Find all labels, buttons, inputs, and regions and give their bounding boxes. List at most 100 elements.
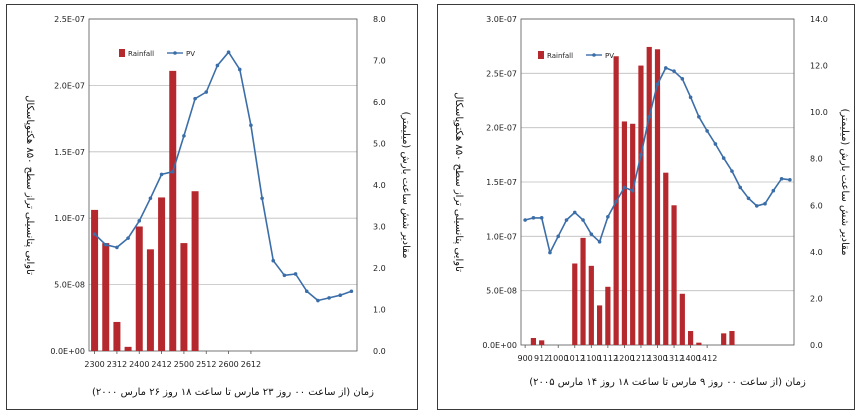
x-tick-label: 1300 (647, 354, 667, 363)
y-right-tick-label: 12.0 (810, 62, 828, 71)
pv-point (226, 50, 231, 54)
pv-point (249, 123, 253, 128)
rainfall-bar (191, 191, 199, 351)
rainfall-bar (588, 265, 594, 345)
pv-point (338, 293, 343, 298)
y-right-axis-title: مقادیر شش ساعت بارش (میلیمتر) (839, 109, 850, 256)
pv-point (159, 172, 164, 177)
pv-point (647, 115, 652, 119)
rainfall-bar (621, 121, 628, 345)
x-tick-label: 1000 (548, 354, 568, 363)
pv-point (282, 273, 287, 278)
y-left-tick-label: 2.5E-07 (486, 69, 517, 78)
y-left-tick-label: 0.0E+00 (50, 347, 85, 356)
rainfall-bar (539, 340, 545, 345)
left-chart-frame: 0.0E+00 5.0E-08 1.0E-07 1.5E-07 2.0E-07 2.5E-… (6, 4, 418, 410)
y-right-tick-label: 0.0 (373, 347, 386, 356)
pv-point (721, 156, 726, 160)
pv-point (730, 169, 734, 173)
y-right-tick-label: 5.0 (373, 140, 386, 149)
legend-pv-marker (592, 53, 596, 57)
pv-point (556, 234, 561, 239)
legend-rainfall-label: Rainfall (547, 52, 573, 60)
y-right-tick-label: 14.0 (810, 15, 828, 24)
pv-point (788, 178, 792, 182)
x-axis-title: زمان (از ساعت ۰۰ روز ۹ مارس تا ساعت ۱۸ ر… (529, 377, 806, 388)
y-left-axis-title: تاوایی پتانسیلی تراز سطح ۸۵۰ هکتوپاسکال (24, 95, 35, 275)
y-right-tick-label: 4.0 (373, 181, 386, 190)
rainfall-bar (135, 226, 143, 351)
legend-rainfall-label: Rainfall (128, 50, 154, 58)
x-tick-label: 2300 (84, 360, 104, 369)
y-right-tick-label: 7.0 (373, 57, 386, 66)
pv-point (746, 196, 751, 201)
y-left-tick-label: 2.0E-07 (54, 81, 85, 90)
y-right-tick-label: 8.0 (810, 155, 823, 164)
pv-point (606, 214, 610, 219)
rainfall-bar (91, 209, 99, 351)
pv-point (316, 298, 320, 303)
legend-pv-label: PV (186, 50, 195, 58)
pv-point (92, 232, 97, 236)
pv-point (103, 242, 108, 247)
pv-point (639, 153, 643, 157)
y-left-tick-label: 2.5E-07 (54, 15, 85, 24)
y-left-tick-label: 3.0E-07 (486, 15, 517, 24)
y-left-tick-label: 1.5E-07 (486, 178, 517, 187)
pv-point (688, 95, 693, 100)
x-tick-label: 1212 (631, 354, 651, 363)
y-right-tick-label: 8.0 (373, 15, 386, 24)
x-tick-label: 2500 (174, 360, 194, 369)
y-right-tick-label: 4.0 (810, 248, 823, 257)
y-left-tick-label: 2.0E-07 (486, 124, 517, 133)
x-tick-label: 1412 (697, 354, 717, 363)
pv-point (137, 219, 142, 223)
x-tick-label: 2612 (241, 360, 261, 369)
pv-point (170, 169, 175, 174)
pv-point (539, 216, 544, 220)
pv-point (115, 245, 119, 250)
rainfall-bar (169, 70, 177, 351)
pv-point (182, 134, 186, 138)
pv-point (655, 82, 660, 86)
x-tick-label: 1112 (598, 354, 618, 363)
pv-point (738, 185, 743, 190)
y-left-tick-label: 5.0E-08 (486, 287, 517, 296)
pv-point (771, 188, 776, 193)
y-right-tick-label: 1.0 (373, 306, 386, 315)
x-tick-label: 1012 (565, 354, 585, 363)
pv-point (271, 258, 276, 263)
x-tick-label: 912 (534, 354, 549, 363)
pv-point (564, 218, 569, 222)
y-left-tick-label: 5.0E-08 (54, 281, 85, 290)
pv-line (94, 51, 352, 302)
pv-point (304, 289, 309, 294)
pv-point (713, 142, 718, 146)
y-right-axis-title: مقادیر شش ساعت بارش (میلیمتر) (400, 112, 411, 259)
rainfall-bar (146, 249, 154, 351)
x-tick-label: 2312 (107, 360, 127, 369)
rainfall-bar (180, 243, 188, 351)
y-left-tick-label: 1.0E-07 (54, 214, 85, 223)
legend-rainfall-swatch (538, 51, 544, 59)
pv-point (293, 272, 298, 276)
y-right-tick-label: 6.0 (810, 201, 823, 210)
x-tick-label: 1400 (680, 354, 700, 363)
y-left-axis-title: تاوایی پتانسیلی تراز سطح ۸۵۰ هکتوپاسکال (453, 92, 464, 272)
rainfall-bar (729, 331, 735, 345)
rainfall-bar (630, 123, 636, 346)
pv-point (349, 289, 354, 294)
rainfall-bar (638, 65, 644, 346)
rainfall-bar (124, 346, 132, 351)
rainfall-bar (572, 263, 578, 345)
y-right-tick-label: 2.0 (373, 264, 386, 273)
rainfall-bar (654, 49, 661, 346)
rainfall-bar (580, 237, 586, 345)
rainfall-bar (158, 197, 166, 351)
pv-point (126, 236, 130, 240)
pv-point (630, 188, 635, 193)
x-tick-label: 900 (517, 354, 532, 363)
pv-point (763, 201, 767, 206)
pv-point (237, 67, 242, 72)
